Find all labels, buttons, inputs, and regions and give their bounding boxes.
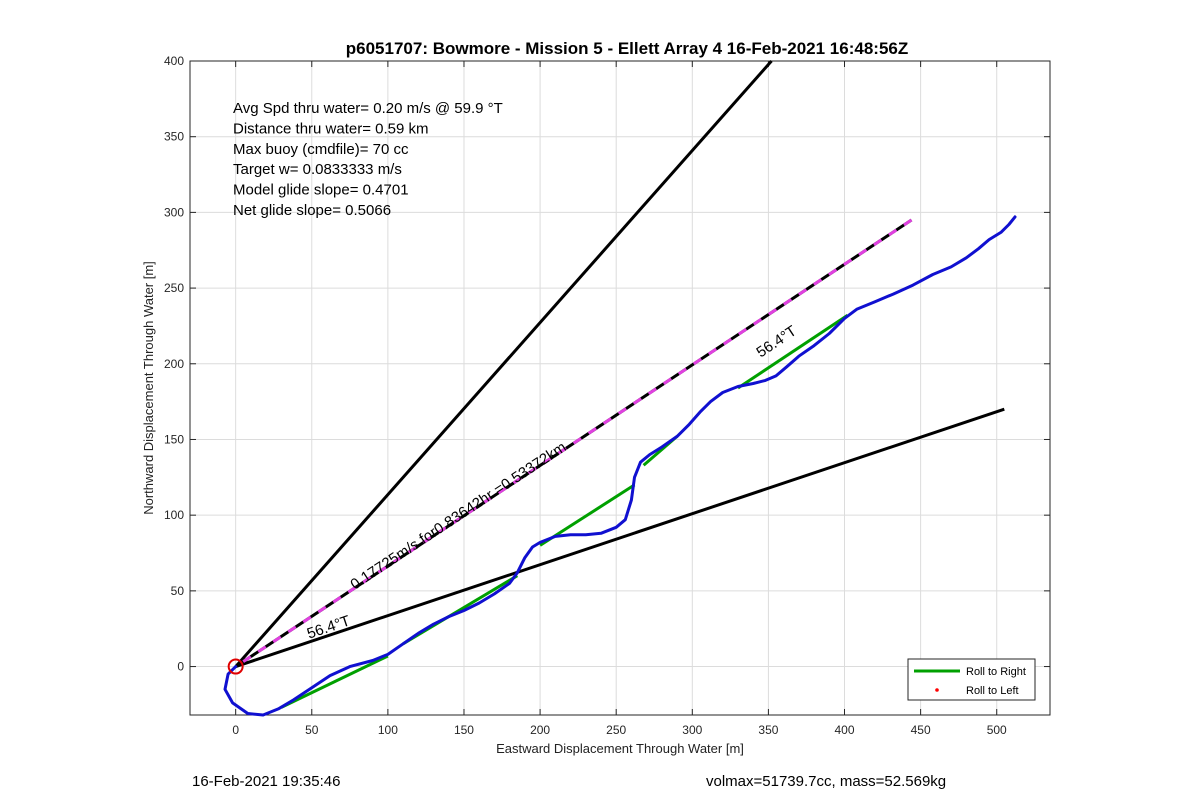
- grid-lines: [190, 60, 1050, 715]
- stats-line: Net glide slope= 0.5066: [233, 202, 391, 219]
- y-tick-label: 400: [164, 54, 184, 68]
- stats-line: Model glide slope= 0.4701: [233, 182, 409, 199]
- legend-label: Roll to Left: [966, 685, 1019, 697]
- x-tick-label: 200: [530, 723, 550, 737]
- y-tick-label: 150: [164, 432, 184, 446]
- roll-right-segment: [737, 314, 849, 390]
- legend-label: Roll to Right: [966, 666, 1026, 678]
- lower-bound-line: [235, 407, 1005, 669]
- legend-box: [907, 658, 1036, 701]
- upper-bound-line: [234, 60, 773, 668]
- x-tick-label: 250: [606, 723, 626, 737]
- x-tick-label: 400: [834, 723, 854, 737]
- heading-upper-label: 56.4°T: [753, 323, 799, 362]
- y-tick-label: 200: [164, 357, 184, 371]
- stats-line: Avg Spd thru water= 0.20 m/s @ 59.9 °T: [233, 100, 503, 117]
- x-tick-label: 350: [758, 723, 778, 737]
- glider-track-line: [223, 215, 1017, 717]
- chart-title: p6051707: Bowmore - Mission 5 - Ellett A…: [346, 39, 909, 58]
- x-tick-label: 50: [305, 723, 319, 737]
- footer-timestamp: 16-Feb-2021 19:35:46: [192, 773, 341, 790]
- x-tick-label: 0: [232, 723, 239, 737]
- footer-volmax-mass: volmax=51739.7cc, mass=52.569kg: [706, 773, 947, 790]
- x-tick-label: 500: [987, 723, 1007, 737]
- current-vector-line-dashes: [234, 218, 913, 668]
- y-tick-label: 50: [171, 584, 185, 598]
- start-marker: [227, 658, 244, 675]
- y-tick-label: 350: [164, 130, 184, 144]
- y-tick-label: 250: [164, 281, 184, 295]
- stats-line: Target w= 0.0833333 m/s: [233, 161, 402, 178]
- x-axis-label: Eastward Displacement Through Water [m]: [496, 741, 744, 756]
- x-tick-label: 100: [378, 723, 398, 737]
- current-vector-label: 0.17725m/s for0.83642hr =0.53372km: [347, 439, 569, 594]
- axes: 0 50 100 150 200 250 300 350 400 450 500 0 50 100 150 2…: [164, 54, 1051, 737]
- y-tick-label: 300: [164, 205, 184, 219]
- x-tick-label: 150: [454, 723, 474, 737]
- stats-line: Distance thru water= 0.59 km: [233, 120, 429, 137]
- y-axis-label: Northward Displacement Through Water [m]: [141, 261, 156, 515]
- roll-right-segment: [280, 654, 389, 709]
- legend-swatch-dot: [935, 688, 939, 692]
- y-tick-label: 100: [164, 508, 184, 522]
- y-tick-label: 0: [177, 660, 184, 674]
- legend: Roll to Right Roll to Left: [907, 658, 1036, 701]
- plot-frame: [189, 60, 1051, 716]
- x-tick-label: 450: [911, 723, 931, 737]
- stats-line: Max buoy (cmdfile)= 70 cc: [233, 141, 409, 158]
- plot-data: [223, 60, 1017, 717]
- stats-annotations: 0.17725m/s for0.83642hr =0.53372km 56.4°T…: [233, 100, 800, 643]
- x-tick-label: 300: [682, 723, 702, 737]
